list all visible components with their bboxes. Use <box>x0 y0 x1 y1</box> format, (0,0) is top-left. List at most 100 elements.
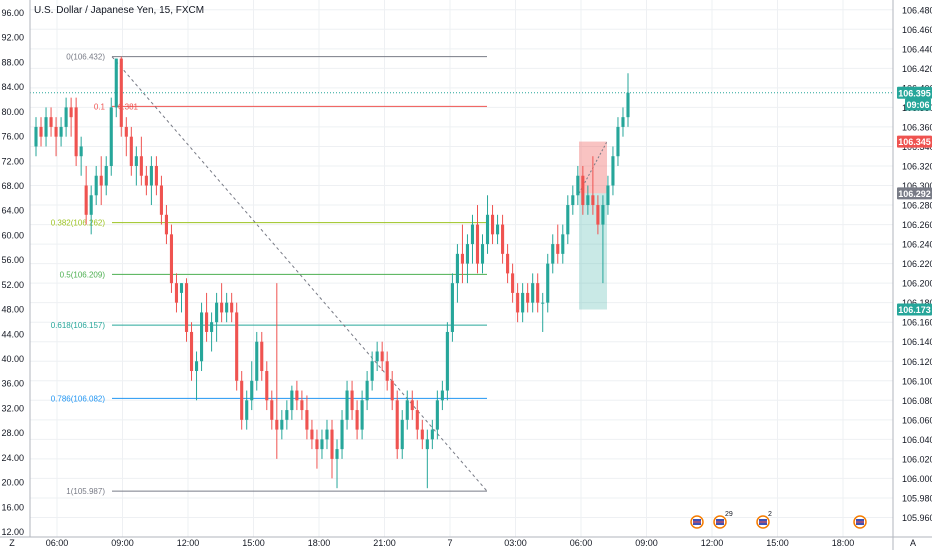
candle-body <box>375 351 379 362</box>
candle-body <box>44 117 48 137</box>
x-tick-label: 7 <box>447 538 452 548</box>
candle-body <box>69 107 73 118</box>
right-tick-label: 106.120 <box>902 357 932 367</box>
price-label-badge <box>897 303 932 316</box>
candle-body <box>144 175 148 186</box>
candle-body <box>220 302 224 313</box>
x-tick-label: 18:00 <box>308 538 331 548</box>
candle-body <box>365 380 369 401</box>
candle-body <box>611 156 615 186</box>
candle-body <box>210 322 214 332</box>
price-label-text: 09:06 <box>906 100 929 110</box>
candle-body <box>596 205 600 225</box>
right-tick-label: 106.420 <box>902 64 932 74</box>
candle-body <box>390 380 394 401</box>
price-label-badge <box>897 135 932 148</box>
candle-body <box>450 283 454 332</box>
candle-body <box>280 419 284 430</box>
candle-body <box>455 253 459 284</box>
candle-body <box>154 165 158 186</box>
footer-left-label: Z <box>9 538 15 548</box>
candle-body <box>480 244 485 264</box>
candle-body <box>225 302 229 313</box>
candle-body <box>465 244 470 264</box>
candle-body <box>586 195 590 206</box>
candle-body <box>566 205 570 235</box>
left-tick-label: 76.00 <box>1 132 24 142</box>
candle-body <box>164 214 168 235</box>
candle-body <box>275 419 279 430</box>
candle-body <box>240 380 244 420</box>
candle-body <box>395 400 399 450</box>
candle-body <box>405 400 409 420</box>
x-tick-label: 21:00 <box>373 538 396 548</box>
candle-body <box>330 429 334 459</box>
candle-body <box>425 439 429 450</box>
candle-body <box>626 92 630 118</box>
candle-body <box>340 419 344 450</box>
candle-body <box>129 136 133 166</box>
candle-body <box>561 234 565 254</box>
candle-body <box>39 126 43 137</box>
x-tick-label: 12:00 <box>177 538 200 548</box>
candle-body <box>511 273 515 293</box>
fibonacci-layer: 0(106.432) 0.1 0.382(106.262) 0.5(106.209) 0… <box>30 53 893 496</box>
candle-body <box>169 234 174 284</box>
x-tick-label: 12:00 <box>701 538 724 548</box>
left-tick-label: 44.00 <box>1 329 24 339</box>
left-tick-label: 12.00 <box>1 527 24 537</box>
candle-body <box>370 361 374 381</box>
candle-body <box>420 429 424 440</box>
fib-price-text: 6.381 <box>118 102 139 111</box>
price-label-text: 106.345 <box>898 137 931 147</box>
candle-body <box>350 390 354 411</box>
x-tick-label: 09:00 <box>111 538 134 548</box>
candle-body <box>159 185 163 215</box>
candle-body <box>380 351 384 362</box>
candle-body <box>320 439 324 450</box>
right-tick-label: 106.260 <box>902 220 932 230</box>
candle-body <box>194 361 199 372</box>
right-tick-label: 106.160 <box>902 318 932 328</box>
candle-body <box>49 117 53 127</box>
price-label-text: 106.292 <box>898 189 931 199</box>
candle-body <box>179 283 184 293</box>
candle-body <box>290 390 294 411</box>
left-tick-label: 92.00 <box>1 33 24 43</box>
fib-level-label: 0(106.432) <box>66 53 105 62</box>
candle-body <box>576 175 580 196</box>
candle-body <box>124 126 128 137</box>
candle-body <box>189 331 194 372</box>
right-tick-label: 106.060 <box>902 415 932 425</box>
candle-body <box>400 419 404 450</box>
candle-body <box>345 390 349 420</box>
right-tick-label: 106.040 <box>902 435 932 445</box>
left-tick-label: 88.00 <box>1 57 24 67</box>
right-tick-label: 106.300 <box>902 181 932 191</box>
candle-body <box>250 380 254 401</box>
candle-body <box>521 292 525 313</box>
footer-right-label: A <box>910 538 916 548</box>
right-tick-label: 106.140 <box>902 337 932 347</box>
left-tick-label: 32.00 <box>1 403 24 413</box>
candle-body <box>470 224 475 245</box>
left-tick-label: 40.00 <box>1 354 24 364</box>
event-count-label: 2 <box>768 511 772 518</box>
candle-body <box>99 175 103 186</box>
right-tick-label: 106.480 <box>902 5 932 15</box>
right-tick-label: 106.020 <box>902 454 932 464</box>
candle-body <box>485 214 490 245</box>
candle-body <box>255 341 259 381</box>
candle-body <box>59 126 63 137</box>
price-labels-layer: 106.395 09:06 106.345 106.292 106.173 <box>897 86 932 316</box>
right-tick-label: 105.960 <box>902 513 932 523</box>
candle-body <box>435 400 439 430</box>
candle-body <box>64 107 68 127</box>
fib-level-label: 0.786(106.082) <box>51 394 106 403</box>
candle-body <box>89 195 93 215</box>
candle-body <box>460 253 464 264</box>
candle-body <box>536 283 540 303</box>
left-tick-label: 84.00 <box>1 82 24 92</box>
x-tick-label: 09:00 <box>635 538 658 548</box>
